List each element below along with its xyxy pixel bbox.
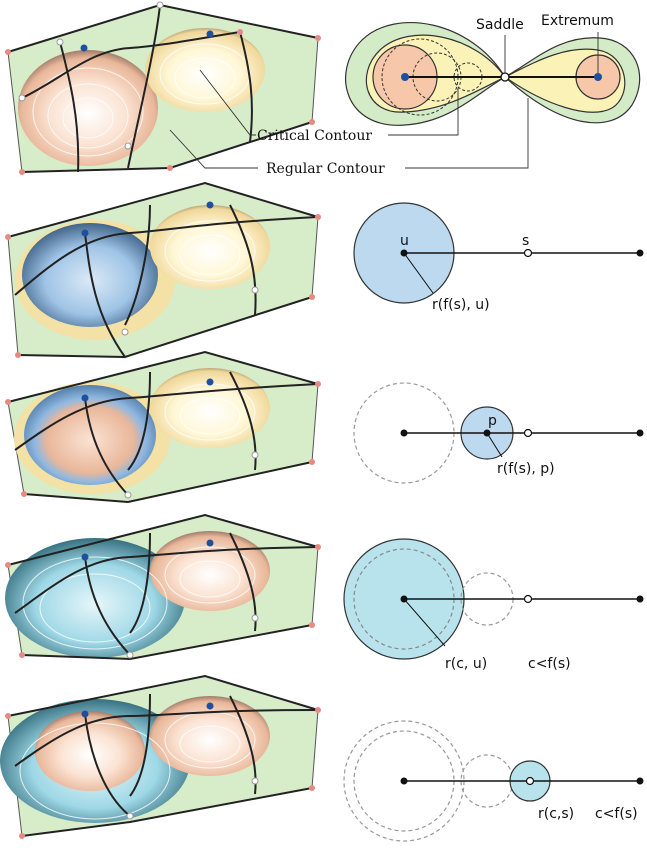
regular-contour-label: Regular Contour xyxy=(266,161,385,177)
terrain-row4 xyxy=(0,674,321,839)
condition-label-row4: c<f(s) xyxy=(595,806,638,822)
radius-label-row1: r(f(s), u) xyxy=(432,297,490,313)
peach-blue-region xyxy=(24,385,156,485)
center-label-p: p xyxy=(488,413,497,429)
radius-label-row4: r(c,s) xyxy=(538,806,574,822)
contour-schematic xyxy=(345,21,641,126)
saddle-label: Saddle xyxy=(476,17,524,33)
schematic-row4 xyxy=(343,720,644,842)
schematic-row1 xyxy=(353,202,644,304)
center-label-u: u xyxy=(400,233,409,249)
terrain-row3 xyxy=(5,513,321,661)
terrain-row2 xyxy=(5,350,321,504)
saddle-node xyxy=(500,72,510,82)
saddle-label-s: s xyxy=(522,233,529,249)
schematic-row3 xyxy=(343,538,644,660)
condition-label-row3: c<f(s) xyxy=(528,656,571,672)
terrain-top xyxy=(5,1,321,175)
radius-label-row3: r(c, u) xyxy=(445,656,487,672)
peak-left xyxy=(18,50,158,166)
terrain-row1 xyxy=(5,181,321,359)
critical-contour-label: Critical Contour xyxy=(257,128,372,144)
extremum-node-right xyxy=(594,73,602,81)
blue-region xyxy=(22,223,158,327)
radius-label-row2: r(f(s), p) xyxy=(497,461,555,477)
schematic-row2 xyxy=(353,382,644,484)
peak-right xyxy=(145,28,265,112)
leader-lines xyxy=(169,32,599,169)
extremum-node-left xyxy=(401,73,409,81)
grid-nodes xyxy=(5,1,321,175)
extremum-label: Extremum xyxy=(541,13,614,29)
